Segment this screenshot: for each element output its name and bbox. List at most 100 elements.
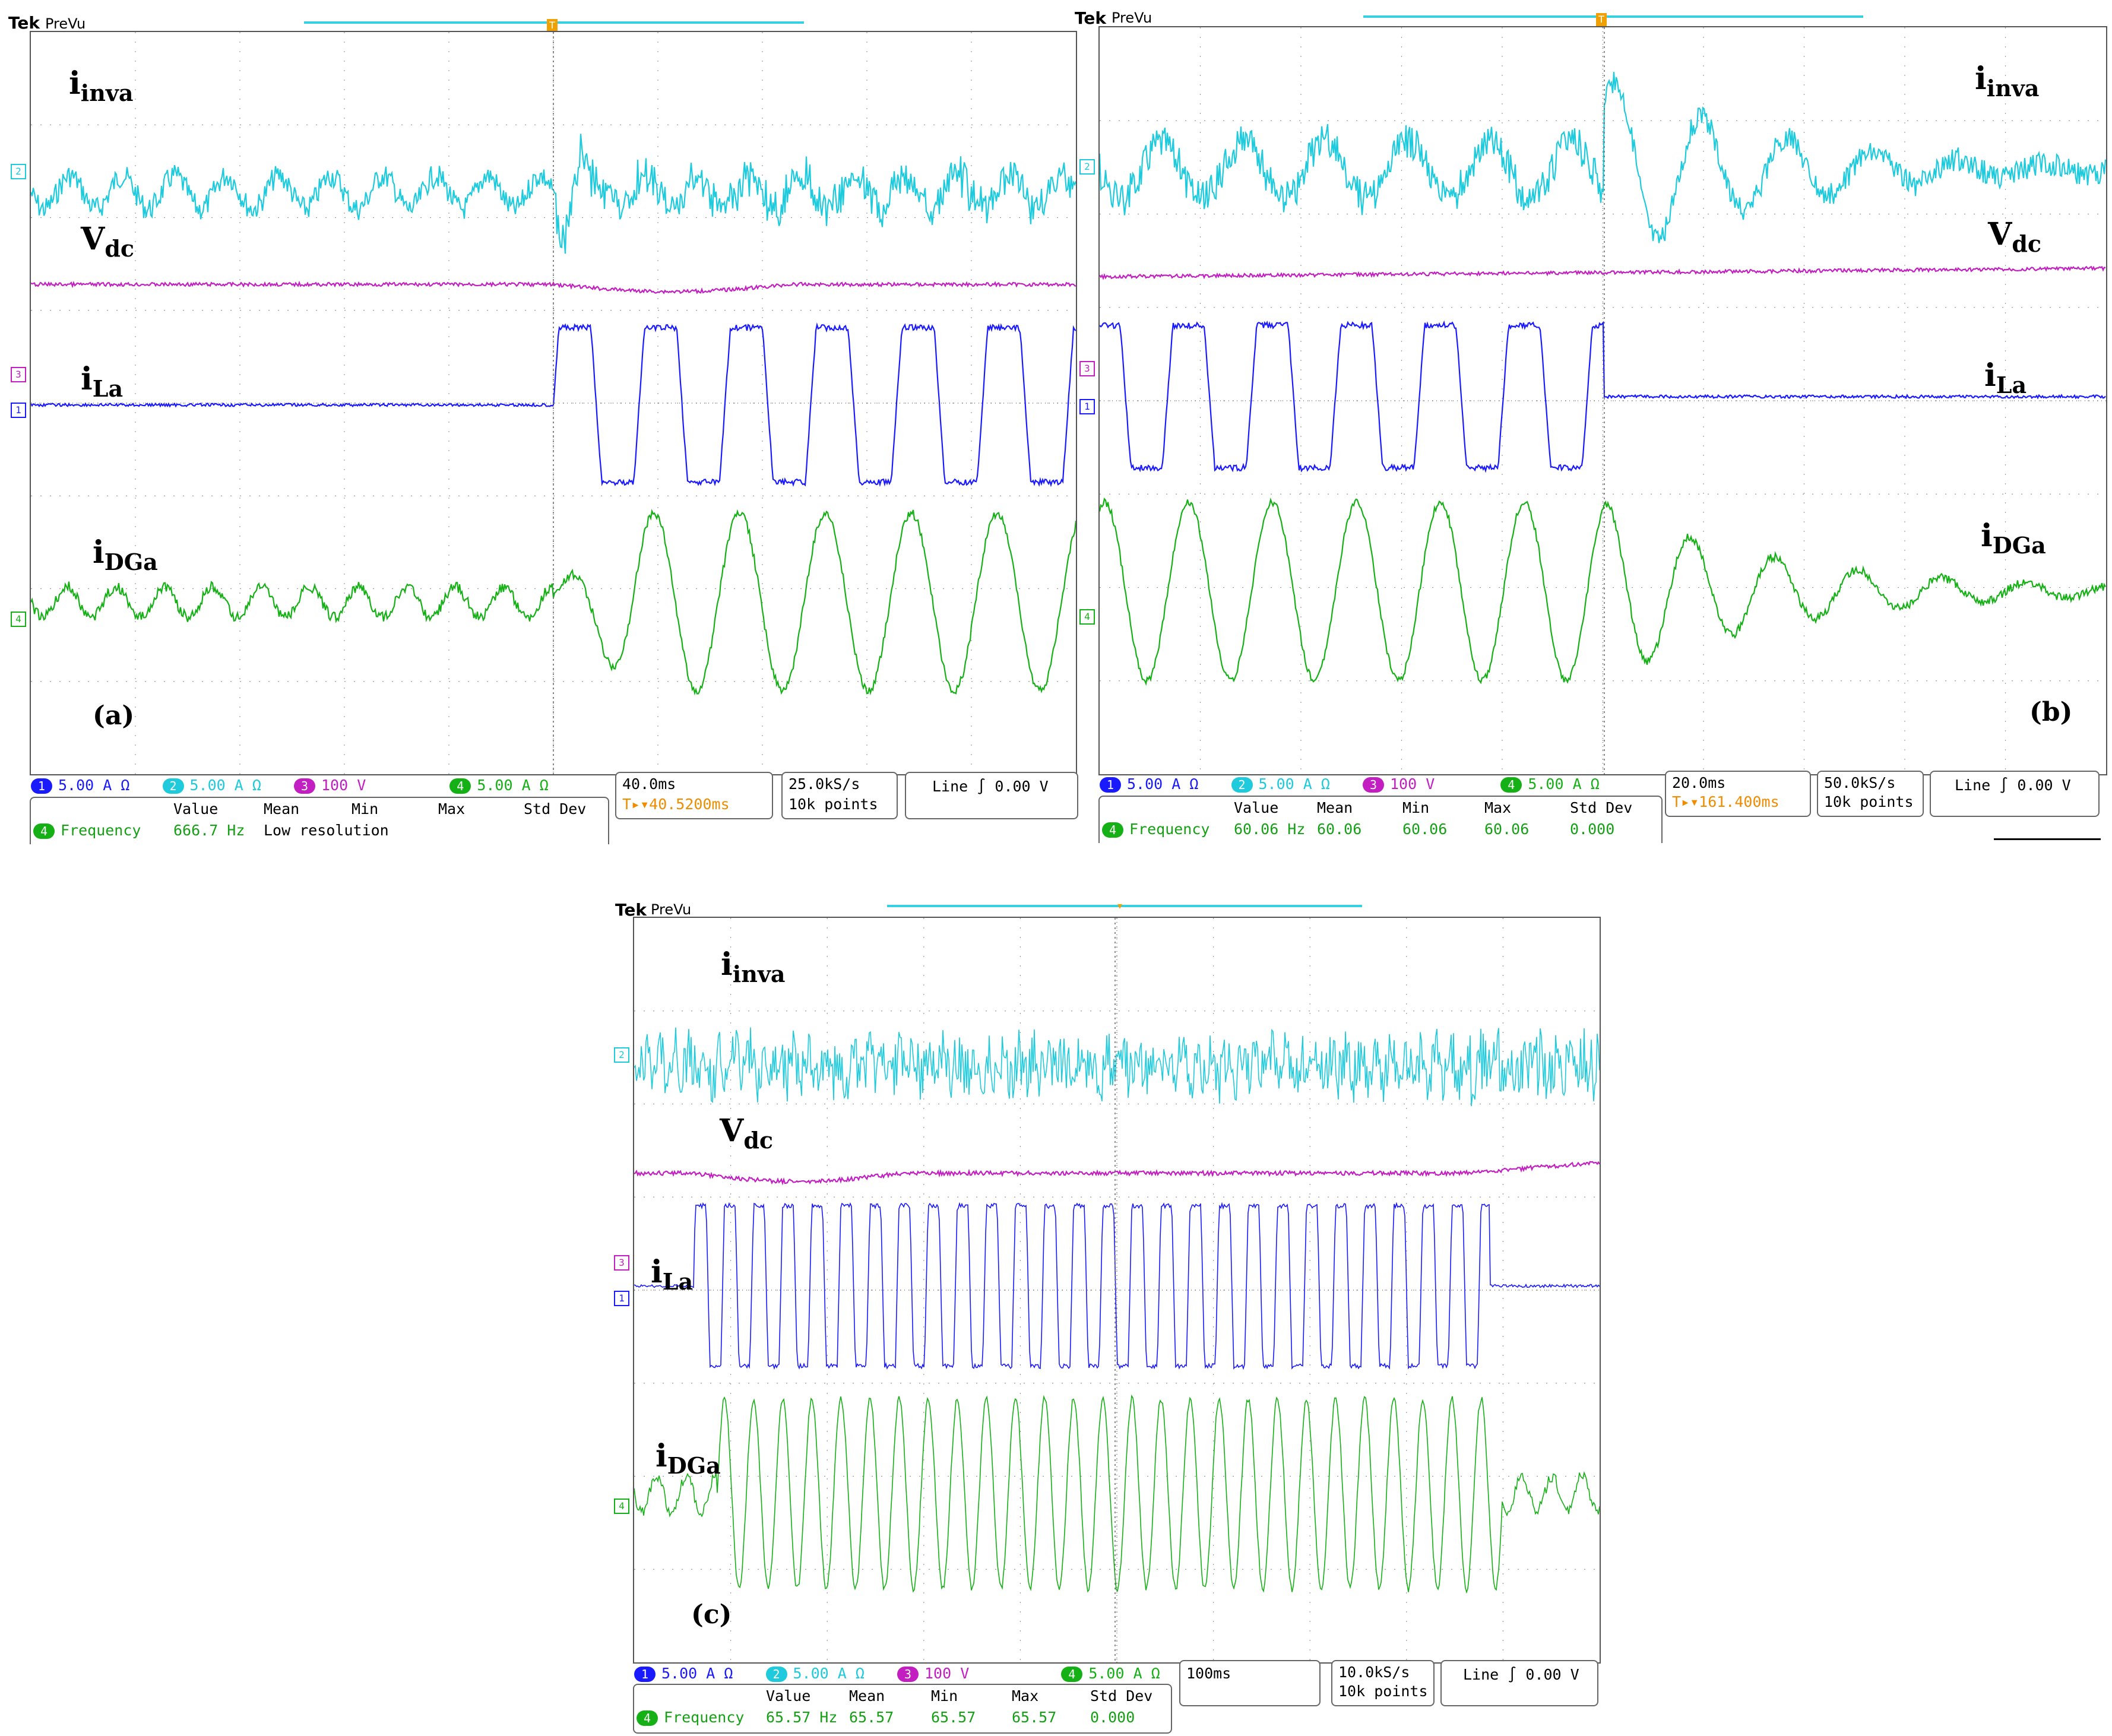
ch2-trace (1100, 72, 2106, 243)
measure-header-max: Max (1484, 799, 1512, 816)
ch2-scale[interactable]: 2 5.00 A Ω (1231, 775, 1330, 793)
ch2-scale[interactable]: 2 5.00 A Ω (765, 1665, 865, 1682)
measure-max: 65.57 (1012, 1709, 1057, 1726)
scope-a: Tek PreVu T iinva Vdc iLa iDGa (a) 2 3 1… (0, 0, 1087, 844)
ch1-scale[interactable]: 1 5.00 A Ω (634, 1665, 733, 1682)
measure-header-min: Min (1402, 799, 1430, 816)
measure-min: 60.06 (1402, 821, 1448, 838)
trigger-box[interactable]: Line ∫ 0.00 V (1440, 1660, 1598, 1706)
measure-header-stddev: Std Dev (1090, 1687, 1153, 1705)
scope-c: Tek PreVu ▾ iinva Vdc iLa iDGa (c) 2 3 1… (606, 891, 1615, 1734)
measurement-box[interactable]: Value Mean Min Max Std Dev 4 Frequency 65… (633, 1684, 1172, 1734)
measure-min: 65.57 (931, 1709, 976, 1726)
ch1-scale[interactable]: 1 5.00 A Ω (31, 777, 129, 794)
acquisition-box[interactable]: 50.0kS/s 10k points (1817, 771, 1924, 817)
measure-name: 4 Frequency (33, 822, 141, 839)
measurement-box[interactable]: Value Mean Min Max Std Dev 4 Frequency 60… (1098, 796, 1663, 843)
ch1-trace (31, 322, 1076, 487)
channel-scale-row: 1 5.00 A Ω 2 5.00 A Ω 3 100 V 4 5.00 A Ω (31, 777, 549, 794)
trigger-position-marker: T (1596, 13, 1607, 26)
ch3-scale[interactable]: 3 100 V (294, 777, 366, 794)
measure-value: 60.06 Hz (1234, 821, 1306, 838)
measure-mean: 60.06 (1317, 821, 1362, 838)
panel-label: (c) (691, 1599, 732, 1630)
ch3-trace (634, 1161, 1600, 1186)
trigger-box[interactable]: Line ∫ 0.00 V (1930, 771, 2100, 817)
ch4-ground-marker: 4 (1079, 609, 1095, 625)
ch2-trace (634, 1027, 1600, 1107)
record-overview-bar (1363, 15, 1863, 18)
ch4-trace (634, 1394, 1600, 1594)
trigger-level: 0.00 V (2017, 777, 2071, 794)
acquisition-box[interactable]: 10.0kS/s 10k points (1331, 1660, 1435, 1706)
label-i-dga: iDGa (93, 534, 158, 575)
measure-mean: Low resolution (264, 822, 389, 839)
ch1-scale[interactable]: 1 5.00 A Ω (1100, 775, 1198, 793)
scope-b: Tek PreVu T iinva Vdc iLa iDGa (b) 2 3 1… (1075, 0, 2112, 843)
measure-stddev: 0.000 (1090, 1709, 1135, 1726)
ch3-trace (31, 280, 1076, 294)
waveform-display[interactable]: iinva Vdc iLa iDGa (a) (30, 31, 1077, 775)
ch4-scale[interactable]: 4 5.00 A Ω (1061, 1665, 1160, 1682)
measure-value: 65.57 Hz (766, 1709, 838, 1726)
measure-header-mean: Mean (849, 1687, 885, 1705)
label-i-la: iLa (651, 1254, 694, 1295)
ch3-ground-marker: 3 (614, 1255, 629, 1271)
trigger-slope-icon: ∫ (1999, 777, 2009, 794)
ch3-ground-marker: 3 (11, 367, 26, 382)
measure-mean: 65.57 (849, 1709, 894, 1726)
measure-header-stddev: Std Dev (1570, 799, 1633, 816)
ch2-ground-marker: 2 (614, 1047, 629, 1063)
trigger-source: Line (932, 778, 968, 795)
trigger-source: Line (1955, 777, 1991, 794)
label-i-dga: iDGa (1981, 518, 2046, 559)
divider (1994, 838, 2101, 840)
timebase-box[interactable]: 20.0ms T▸▾161.400ms (1665, 771, 1811, 817)
ch2-scale[interactable]: 2 5.00 A Ω (162, 777, 261, 794)
measure-name: 4 Frequency (637, 1709, 744, 1726)
waveform-display[interactable]: iinva Vdc iLa iDGa (b) (1098, 26, 2107, 775)
ch4-scale[interactable]: 4 5.00 A Ω (449, 777, 549, 794)
measurement-box[interactable]: Value Mean Min Max Std Dev 4 Frequency 66… (30, 797, 609, 844)
measure-name: 4 Frequency (1102, 821, 1209, 838)
measure-header-min: Min (352, 800, 379, 818)
ch2-ground-marker: 2 (11, 164, 26, 179)
ch3-scale[interactable]: 3 100 V (897, 1665, 969, 1682)
measure-header-mean: Mean (1317, 799, 1353, 816)
timebase-box[interactable]: 100ms (1179, 1660, 1321, 1706)
ch1-trace (634, 1202, 1600, 1370)
trigger-position: T▸▾161.400ms (1672, 793, 1779, 810)
panel-label: (b) (2029, 697, 2073, 727)
sample-rate: 50.0kS/s (1824, 774, 1896, 791)
measure-max: 60.06 (1484, 821, 1530, 838)
trigger-position: T▸▾40.5200ms (622, 796, 730, 813)
timebase-box[interactable]: 40.0ms T▸▾40.5200ms (615, 772, 773, 819)
label-i-la: iLa (81, 361, 124, 402)
ch2-ground-marker: 2 (1079, 159, 1095, 175)
label-i-dga: iDGa (656, 1438, 721, 1479)
ch1-ground-marker: 1 (1079, 399, 1095, 414)
ch4-trace (1100, 497, 2106, 686)
waveform-display[interactable]: iinva Vdc iLa iDGa (c) (633, 917, 1601, 1664)
ch4-ground-marker: 4 (11, 612, 26, 627)
brand-logo: Tek (615, 900, 647, 920)
brand-logo: Tek (8, 13, 40, 33)
acquisition-box[interactable]: 25.0kS/s 10k points (781, 772, 898, 819)
measure-header-stddev: Std Dev (524, 800, 587, 818)
measure-header-value: Value (1234, 799, 1279, 816)
graticule (634, 918, 1600, 1662)
label-i-la: iLa (1984, 357, 2027, 398)
measure-header-value: Value (766, 1687, 811, 1705)
label-i-inva: iinva (69, 65, 134, 106)
ch4-scale[interactable]: 4 5.00 A Ω (1500, 775, 1600, 793)
record-length: 10k points (1824, 793, 1914, 810)
ch1-ground-marker: 1 (11, 403, 26, 418)
label-vdc: Vdc (81, 221, 135, 262)
channel-scale-row: 1 5.00 A Ω 2 5.00 A Ω 3 100 V 4 5.00 A Ω (1100, 775, 1600, 793)
ch3-trace (1100, 265, 2106, 280)
ch3-scale[interactable]: 3 100 V (1363, 775, 1435, 793)
sample-rate: 10.0kS/s (1338, 1664, 1410, 1681)
trigger-box[interactable]: Line ∫ 0.00 V (905, 772, 1078, 819)
ch3-ground-marker: 3 (1079, 361, 1095, 376)
trigger-position-marker: ▾ (1117, 900, 1123, 911)
